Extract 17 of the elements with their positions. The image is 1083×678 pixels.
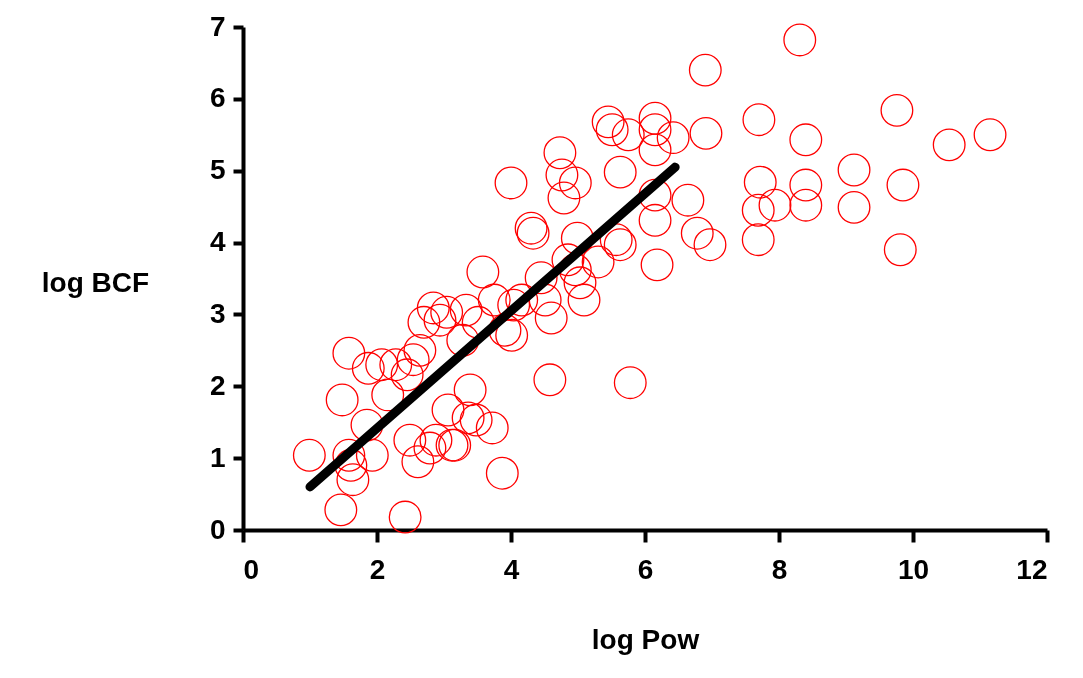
y-tick-label: 3	[209, 297, 226, 329]
x-tick-label: 8	[771, 553, 788, 585]
x-axis-title: log Pow	[591, 623, 700, 655]
x-tick-label: 6	[637, 553, 654, 585]
y-tick-label: 2	[209, 369, 226, 401]
y-tick-label: 0	[209, 513, 226, 545]
x-tick-label: 0	[243, 553, 260, 585]
y-tick-label: 5	[209, 154, 226, 186]
y-tick-label: 4	[209, 226, 226, 258]
x-tick-label: 4	[503, 553, 520, 585]
y-tick-label: 1	[209, 441, 226, 473]
y-tick-label: 6	[209, 82, 226, 114]
x-tick-label: 12	[1016, 553, 1048, 585]
y-axis-title: log BCF	[41, 266, 150, 298]
y-tick-label: 7	[209, 10, 226, 42]
x-tick-label: 2	[369, 553, 386, 585]
x-tick-label: 10	[897, 553, 930, 585]
